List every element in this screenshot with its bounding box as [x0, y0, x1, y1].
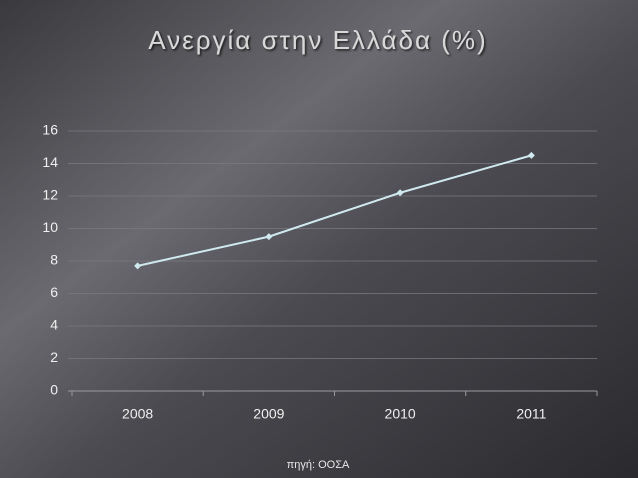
line: [137, 154, 532, 267]
y-tick-label: 16: [42, 122, 58, 138]
x-tick-label: 2011: [516, 406, 546, 422]
marker: [265, 233, 273, 241]
marker: [396, 189, 404, 197]
marker: [134, 262, 142, 270]
x-tick-label: 2009: [253, 406, 284, 422]
marker: [527, 151, 535, 159]
source: πηγή: ΟΟΣΑ: [287, 459, 350, 471]
x-tick-label: 2008: [122, 406, 153, 422]
chart-title: Ανεργία στην Ελλάδα (%): [148, 25, 487, 55]
y-tick-label: 6: [50, 284, 58, 300]
x-tick-label: 2010: [385, 406, 416, 422]
y-tick-label: 4: [50, 317, 58, 333]
y-tick-label: 10: [42, 219, 58, 235]
y-tick-label: 14: [42, 154, 58, 170]
y-tick-label: 8: [50, 252, 58, 268]
y-tick-label: 0: [50, 382, 58, 398]
y-tick-label: 12: [42, 187, 58, 203]
y-tick-label: 2: [50, 349, 58, 365]
